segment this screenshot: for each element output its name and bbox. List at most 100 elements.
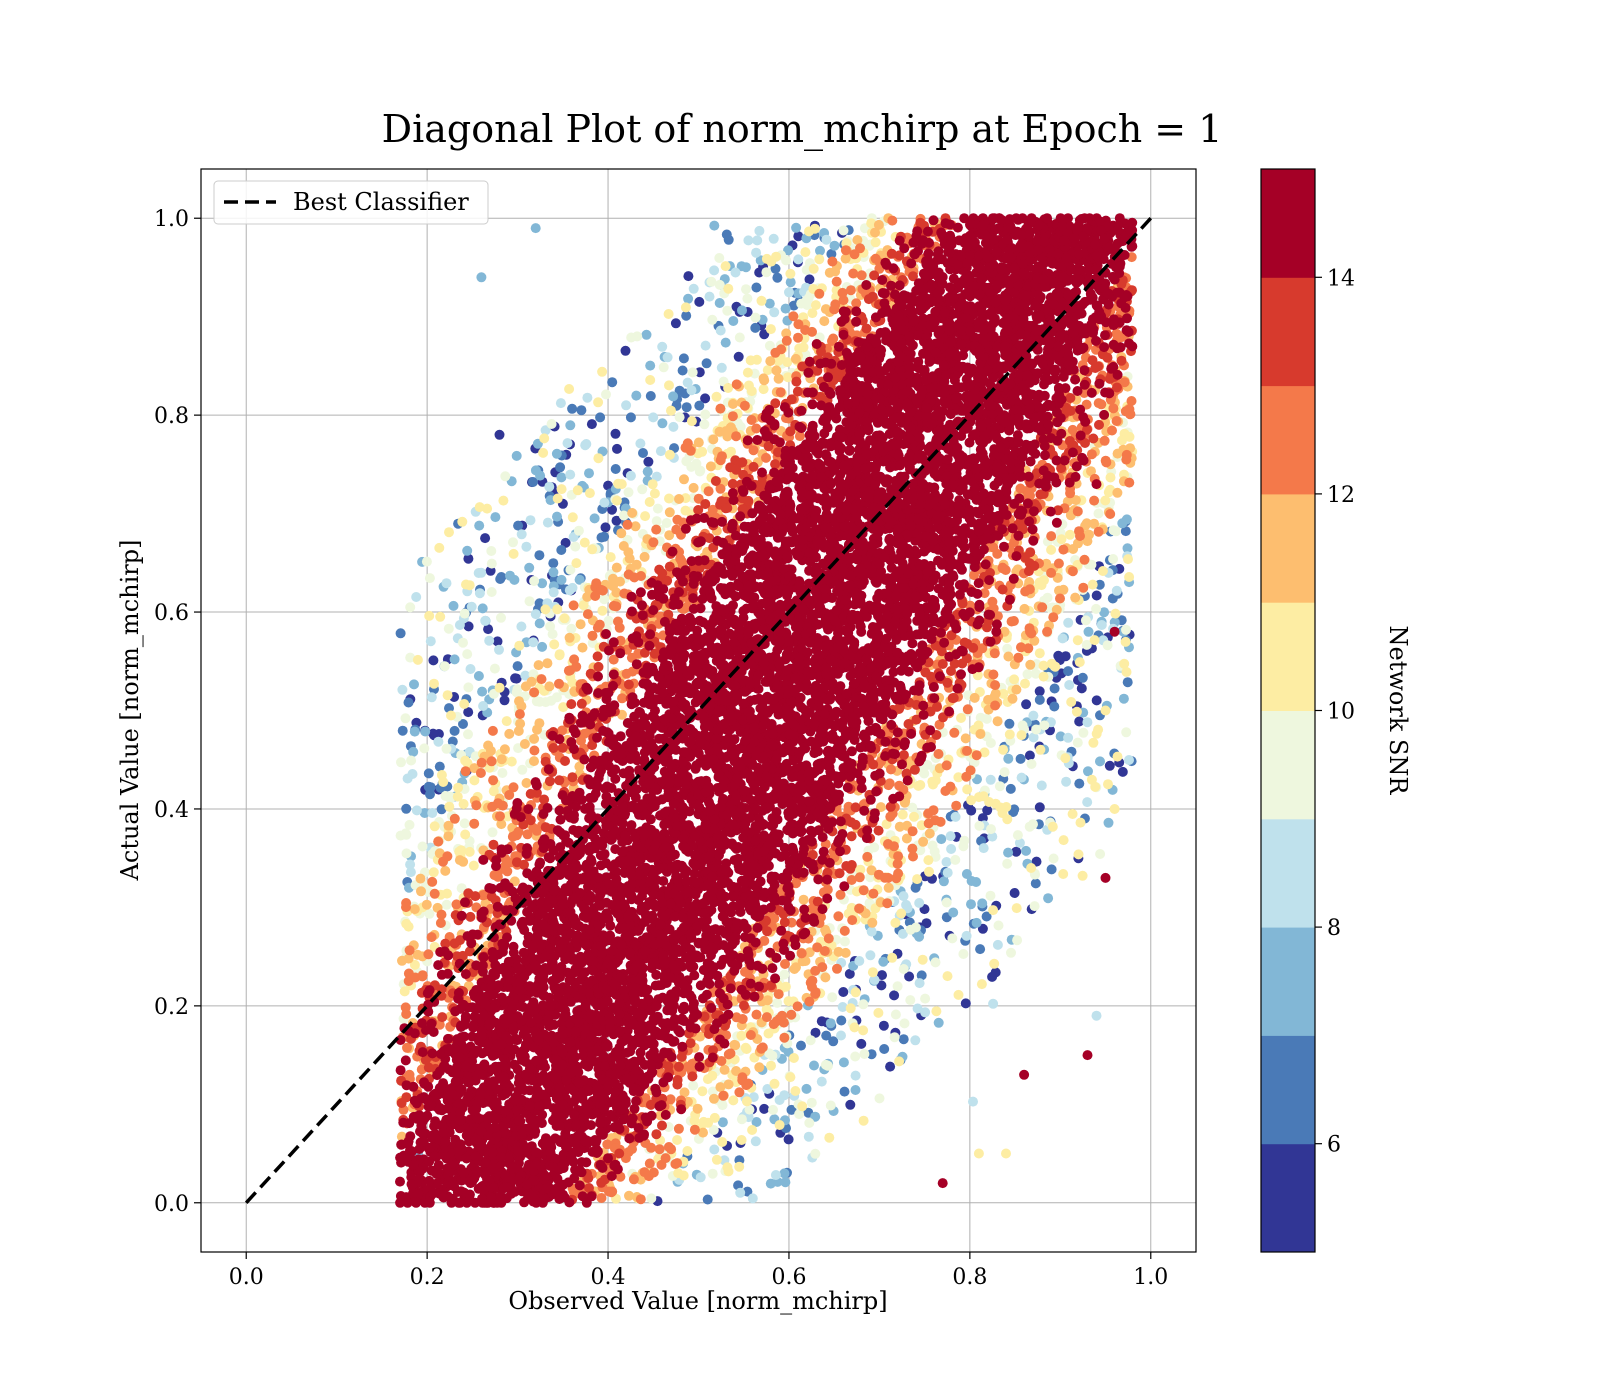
scatter-point (477, 603, 488, 614)
scatter-point (765, 324, 776, 335)
scatter-point (694, 400, 705, 411)
scatter-point (751, 282, 762, 293)
scatter-point (833, 911, 844, 922)
scatter-point (1090, 781, 1101, 792)
scatter-point (616, 528, 627, 539)
scatter-point (1012, 830, 1023, 841)
scatter-point (529, 576, 540, 586)
scatter-point (397, 684, 408, 695)
scatter-point (885, 1061, 896, 1072)
scatter-point (764, 340, 775, 351)
scatter-point (794, 343, 805, 354)
scatter-point (982, 805, 993, 816)
scatter-point (1100, 872, 1111, 883)
scatter-point (442, 690, 453, 701)
scatter-point (630, 521, 641, 532)
scatter-point (1117, 766, 1128, 777)
scatter-point (420, 726, 431, 737)
scatter-point (1122, 543, 1133, 554)
scatter-point (505, 570, 515, 581)
scatter-point (683, 271, 694, 282)
scatter-point (725, 983, 736, 994)
scatter-point (909, 811, 919, 822)
scatter-point (530, 609, 541, 620)
scatter-point (621, 400, 632, 411)
scatter-point (635, 438, 646, 449)
scatter-point (539, 433, 550, 444)
scatter-point (786, 1104, 797, 1115)
scatter-point (579, 537, 590, 548)
scatter-point (931, 1006, 942, 1017)
scatter-point (419, 743, 430, 754)
scatter-point (540, 604, 551, 615)
scatter-point (835, 816, 846, 827)
scatter-point (979, 747, 990, 758)
scatter-point (759, 1103, 770, 1114)
scatter-point (974, 820, 985, 831)
scatter-point (649, 488, 660, 499)
scatter-point (986, 824, 996, 835)
scatter-point (548, 567, 559, 578)
scatter-point (668, 391, 679, 402)
scatter-point (443, 623, 454, 634)
scatter-point (648, 412, 659, 423)
scatter-point (794, 431, 805, 442)
scatter-point (950, 854, 961, 865)
scatter-point (707, 1168, 718, 1179)
scatter-point (993, 920, 1004, 931)
scatter-point (1082, 797, 1093, 808)
scatter-point (708, 434, 719, 445)
scatter-point (867, 917, 878, 928)
scatter-point (441, 899, 452, 910)
scatter-point (592, 651, 603, 662)
scatter-point (816, 1016, 827, 1027)
scatter-point (858, 1115, 869, 1126)
scatter-point (584, 488, 595, 499)
scatter-point (837, 1002, 848, 1012)
scatter-point (873, 869, 884, 880)
scatter-point (1120, 406, 1131, 417)
scatter-point (1102, 640, 1113, 651)
scatter-point (866, 218, 877, 229)
scatter-point (424, 573, 435, 584)
scatter-point (1088, 737, 1099, 748)
scatter-point (594, 619, 605, 630)
scatter-point (645, 1099, 656, 1110)
scatter-point (858, 885, 869, 896)
scatter-point (1094, 378, 1105, 389)
scatter-point (1048, 612, 1059, 623)
scatter-point (914, 931, 925, 942)
scatter-point (525, 815, 536, 826)
scatter-point (868, 888, 879, 899)
scatter-point (539, 794, 550, 805)
scatter-point (465, 911, 476, 922)
scatter-point (793, 319, 804, 330)
scatter-point (1121, 727, 1132, 738)
scatter-point (890, 1009, 901, 1020)
scatter-point (489, 870, 500, 881)
scatter-point (631, 390, 642, 401)
scatter-point (417, 970, 428, 981)
scatter-point (454, 855, 465, 866)
scatter-point (802, 300, 813, 310)
scatter-point (573, 525, 584, 536)
scatter-point (629, 572, 640, 583)
scatter-point (816, 1076, 827, 1087)
scatter-point (765, 1178, 776, 1189)
scatter-point (531, 825, 542, 836)
scatter-point (678, 353, 689, 364)
scatter-point (564, 632, 575, 643)
scatter-point (850, 1051, 861, 1062)
scatter-point (477, 686, 488, 697)
scatter-point (708, 1125, 719, 1135)
scatter-point (796, 1040, 806, 1051)
scatter-point (709, 1112, 720, 1123)
scatter-point (463, 553, 474, 564)
scatter-point (1063, 666, 1074, 677)
scatter-point (1006, 616, 1017, 627)
scatter-point (412, 654, 423, 665)
scatter-point (457, 516, 468, 527)
scatter-point (896, 908, 907, 919)
scatter-point (405, 867, 416, 878)
scatter-point (845, 1003, 856, 1014)
